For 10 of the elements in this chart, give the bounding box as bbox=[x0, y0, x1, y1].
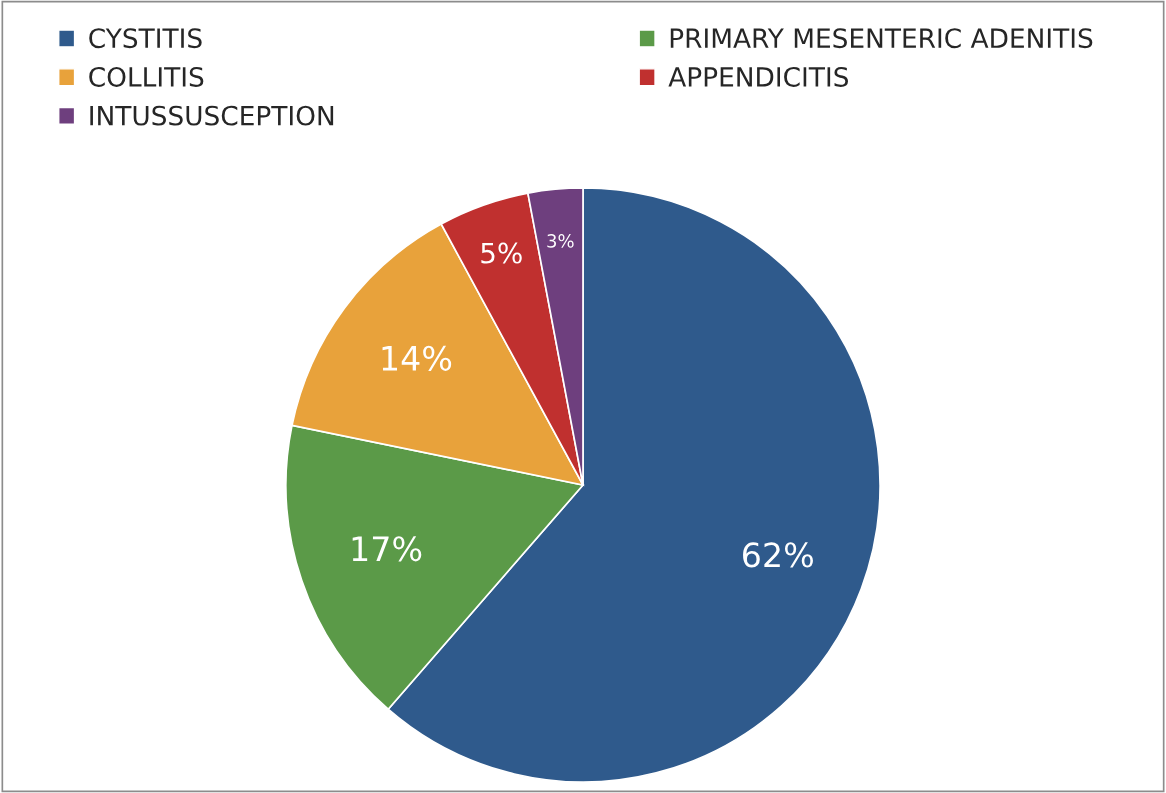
legend-label: COLLITIS bbox=[89, 66, 204, 87]
data-label: 17% bbox=[352, 536, 422, 562]
data-label: 62% bbox=[743, 542, 813, 568]
legend-label: APPENDICITIS bbox=[668, 66, 848, 87]
legend-label: INTUSSUSCEPTION bbox=[90, 105, 334, 126]
data-label: 5% bbox=[481, 242, 522, 264]
legend-label: PRIMARY MESENTERIC ADENITIS bbox=[670, 28, 1093, 49]
legend-label: CYSTITIS bbox=[89, 28, 202, 49]
data-label: 14% bbox=[382, 345, 452, 371]
data-label: 3% bbox=[547, 234, 574, 248]
